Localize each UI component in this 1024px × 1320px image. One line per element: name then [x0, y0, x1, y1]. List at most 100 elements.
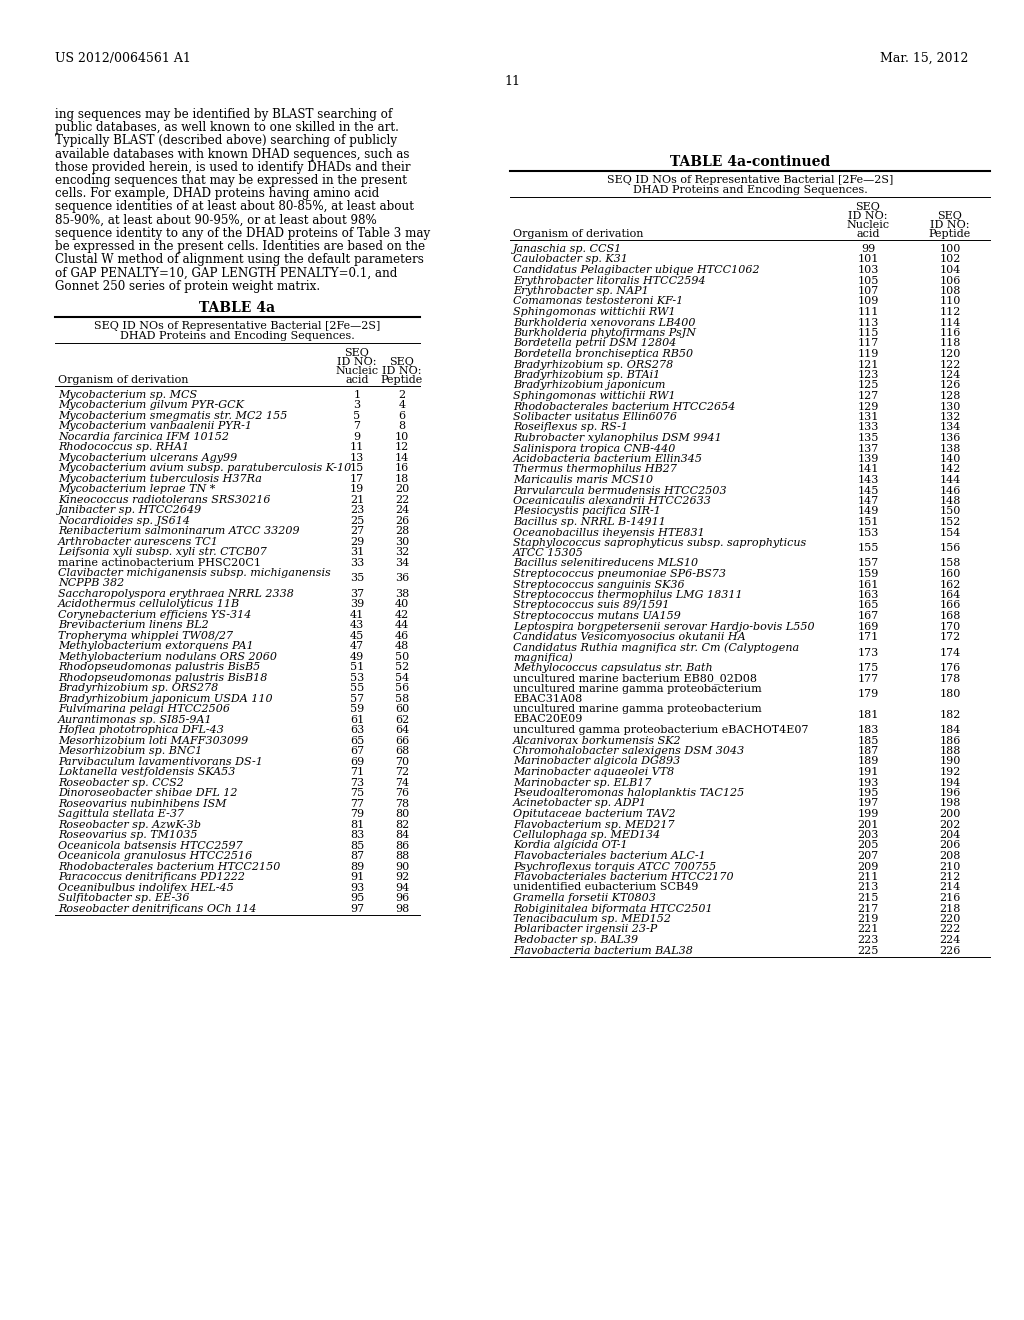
Text: 77: 77	[350, 799, 364, 809]
Text: Mycobacterium gilvum PYR-GCK: Mycobacterium gilvum PYR-GCK	[58, 400, 244, 411]
Text: 86: 86	[395, 841, 410, 851]
Text: 2: 2	[398, 389, 406, 400]
Text: Nocardioides sp. JS614: Nocardioides sp. JS614	[58, 516, 190, 525]
Text: be expressed in the present cells. Identities are based on the: be expressed in the present cells. Ident…	[55, 240, 425, 253]
Text: 36: 36	[395, 573, 410, 583]
Text: 219: 219	[857, 913, 879, 924]
Text: Nocardia farcinica IFM 10152: Nocardia farcinica IFM 10152	[58, 432, 229, 442]
Text: 61: 61	[350, 715, 365, 725]
Text: 127: 127	[857, 391, 879, 401]
Text: 100: 100	[939, 244, 961, 253]
Text: 226: 226	[939, 945, 961, 956]
Text: 85-90%, at least about 90-95%, or at least about 98%: 85-90%, at least about 90-95%, or at lea…	[55, 214, 377, 227]
Text: 76: 76	[395, 788, 409, 799]
Text: public databases, as well known to one skilled in the art.: public databases, as well known to one s…	[55, 121, 399, 135]
Text: 53: 53	[350, 673, 365, 682]
Text: 146: 146	[939, 486, 961, 495]
Text: 203: 203	[857, 830, 879, 840]
Text: magnifica): magnifica)	[513, 652, 572, 663]
Text: 74: 74	[395, 777, 409, 788]
Text: Clustal W method of alignment using the default parameters: Clustal W method of alignment using the …	[55, 253, 424, 267]
Text: 69: 69	[350, 756, 365, 767]
Text: Aurantimonas sp. SI85-9A1: Aurantimonas sp. SI85-9A1	[58, 715, 213, 725]
Text: SEQ: SEQ	[938, 211, 963, 220]
Text: sequence identities of at least about 80-85%, at least about: sequence identities of at least about 80…	[55, 201, 414, 214]
Text: uncultured gamma proteobacterium eBACHOT4E07: uncultured gamma proteobacterium eBACHOT…	[513, 725, 809, 735]
Text: 4: 4	[398, 400, 406, 411]
Text: 216: 216	[939, 894, 961, 903]
Text: 198: 198	[939, 799, 961, 808]
Text: Comamonas testosteroni KF-1: Comamonas testosteroni KF-1	[513, 297, 683, 306]
Text: Bacillus selenitireducens MLS10: Bacillus selenitireducens MLS10	[513, 558, 698, 569]
Text: Tenacibaculum sp. MED152: Tenacibaculum sp. MED152	[513, 913, 671, 924]
Text: 217: 217	[857, 903, 879, 913]
Text: 194: 194	[939, 777, 961, 788]
Text: sequence identity to any of the DHAD proteins of Table 3 may: sequence identity to any of the DHAD pro…	[55, 227, 430, 240]
Text: 206: 206	[939, 841, 961, 850]
Text: 18: 18	[395, 474, 410, 484]
Text: 184: 184	[939, 725, 961, 735]
Text: Flavobacteria bacterium BAL38: Flavobacteria bacterium BAL38	[513, 945, 693, 956]
Text: Oceanibulbus indolifex HEL-45: Oceanibulbus indolifex HEL-45	[58, 883, 233, 892]
Text: Mycobacterium tuberculosis H37Ra: Mycobacterium tuberculosis H37Ra	[58, 474, 262, 484]
Text: 140: 140	[939, 454, 961, 465]
Text: Flavobacteriales bacterium HTCC2170: Flavobacteriales bacterium HTCC2170	[513, 873, 733, 882]
Text: 89: 89	[350, 862, 365, 871]
Text: 158: 158	[939, 558, 961, 569]
Text: 99: 99	[861, 244, 876, 253]
Text: Parvularcula bermudensis HTCC2503: Parvularcula bermudensis HTCC2503	[513, 486, 727, 495]
Text: 34: 34	[395, 558, 410, 568]
Text: encoding sequences that may be expressed in the present: encoding sequences that may be expressed…	[55, 174, 407, 187]
Text: Saccharopolyspora erythraea NRRL 2338: Saccharopolyspora erythraea NRRL 2338	[58, 589, 294, 599]
Text: 8: 8	[398, 421, 406, 432]
Text: 42: 42	[395, 610, 410, 620]
Text: Marinobacter aquaeolei VT8: Marinobacter aquaeolei VT8	[513, 767, 674, 777]
Text: 207: 207	[857, 851, 879, 861]
Text: EBAC20E09: EBAC20E09	[513, 714, 583, 725]
Text: Oceanobacillus iheyensis HTE831: Oceanobacillus iheyensis HTE831	[513, 528, 705, 537]
Text: 164: 164	[939, 590, 961, 601]
Text: 224: 224	[939, 935, 961, 945]
Text: 183: 183	[857, 725, 879, 735]
Text: 168: 168	[939, 611, 961, 620]
Text: 46: 46	[395, 631, 410, 640]
Text: Clavibacter michiganensis subsp. michiganensis: Clavibacter michiganensis subsp. michiga…	[58, 569, 331, 578]
Text: 195: 195	[857, 788, 879, 799]
Text: 97: 97	[350, 904, 365, 913]
Text: 159: 159	[857, 569, 879, 579]
Text: 16: 16	[395, 463, 410, 474]
Text: 154: 154	[939, 528, 961, 537]
Text: Bordetella bronchiseptica RB50: Bordetella bronchiseptica RB50	[513, 348, 693, 359]
Text: 13: 13	[350, 453, 365, 463]
Text: 143: 143	[857, 475, 879, 484]
Text: uncultured marine bacterium EB80_02D08: uncultured marine bacterium EB80_02D08	[513, 673, 757, 684]
Text: Organism of derivation: Organism of derivation	[58, 375, 188, 385]
Text: Corynebacterium efficiens YS-314: Corynebacterium efficiens YS-314	[58, 610, 251, 620]
Text: 167: 167	[857, 611, 879, 620]
Text: 64: 64	[395, 725, 410, 735]
Text: Rhodobacterales bacterium HTCC2654: Rhodobacterales bacterium HTCC2654	[513, 401, 735, 412]
Text: 104: 104	[939, 265, 961, 275]
Text: 11: 11	[504, 75, 520, 88]
Text: 151: 151	[857, 517, 879, 527]
Text: Methylobacterium nodulans ORS 2060: Methylobacterium nodulans ORS 2060	[58, 652, 278, 661]
Text: Peptide: Peptide	[381, 375, 423, 385]
Text: 90: 90	[395, 862, 410, 871]
Text: 111: 111	[857, 308, 879, 317]
Text: 166: 166	[939, 601, 961, 610]
Text: Polaribacter irgensii 23-P: Polaribacter irgensii 23-P	[513, 924, 657, 935]
Text: 177: 177	[857, 673, 879, 684]
Text: 178: 178	[939, 673, 961, 684]
Text: 67: 67	[350, 746, 365, 756]
Text: uncultured marine gamma proteobacterium: uncultured marine gamma proteobacterium	[513, 684, 762, 694]
Text: 93: 93	[350, 883, 365, 892]
Text: 98: 98	[395, 904, 410, 913]
Text: 187: 187	[857, 746, 879, 756]
Text: unidentified eubacterium SCB49: unidentified eubacterium SCB49	[513, 883, 698, 892]
Text: 43: 43	[350, 620, 365, 630]
Text: 3: 3	[353, 400, 360, 411]
Text: 210: 210	[939, 862, 961, 871]
Text: Caulobacter sp. K31: Caulobacter sp. K31	[513, 255, 628, 264]
Text: Roseovarius nubinhibens ISM: Roseovarius nubinhibens ISM	[58, 799, 226, 809]
Text: 163: 163	[857, 590, 879, 601]
